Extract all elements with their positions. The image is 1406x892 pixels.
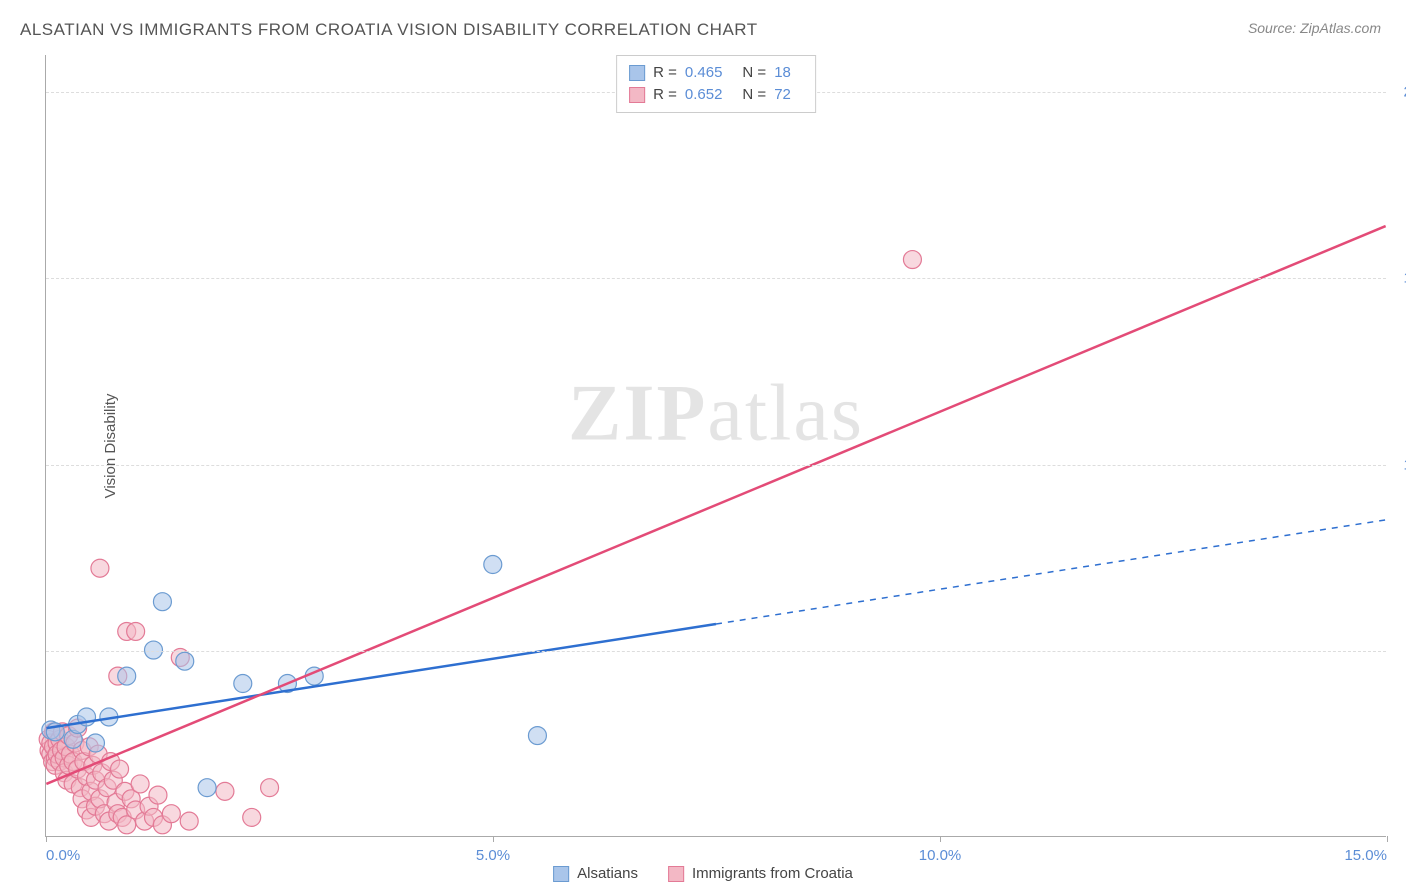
bottom-legend-alsatians: Alsatians xyxy=(553,865,638,882)
top-legend: R = 0.465 N = 18 R = 0.652 N = 72 xyxy=(616,55,816,113)
data-point-croatia xyxy=(903,251,921,269)
data-point-croatia xyxy=(127,622,145,640)
bottom-swatch-alsatians xyxy=(553,866,569,882)
x-tick-mark xyxy=(46,836,47,842)
bottom-label-croatia: Immigrants from Croatia xyxy=(692,865,853,882)
bottom-legend-croatia: Immigrants from Croatia xyxy=(668,865,853,882)
grid-line xyxy=(46,465,1386,466)
legend-n-label: N = xyxy=(742,84,766,106)
legend-swatch-alsatians xyxy=(629,65,645,81)
grid-line xyxy=(46,651,1386,652)
data-point-alsatians xyxy=(234,675,252,693)
legend-n-value-croatia: 72 xyxy=(774,84,791,106)
legend-r-value-croatia: 0.652 xyxy=(685,84,723,106)
data-point-croatia xyxy=(111,760,129,778)
data-point-croatia xyxy=(243,808,261,826)
data-point-alsatians xyxy=(528,727,546,745)
data-point-croatia xyxy=(149,786,167,804)
legend-r-value-alsatians: 0.465 xyxy=(685,62,723,84)
chart-area: Vision Disability R = 0.465 N = 18 R = 0… xyxy=(45,55,1386,837)
data-point-alsatians xyxy=(176,652,194,670)
x-tick-label: 10.0% xyxy=(919,847,962,864)
x-tick-label: 15.0% xyxy=(1344,847,1387,864)
x-tick-mark xyxy=(1387,836,1388,842)
data-point-croatia xyxy=(131,775,149,793)
legend-n-label: N = xyxy=(742,62,766,84)
data-point-croatia xyxy=(91,559,109,577)
x-tick-mark xyxy=(940,836,941,842)
data-point-croatia xyxy=(261,779,279,797)
regression-line-alsatians xyxy=(46,624,716,728)
legend-n-value-alsatians: 18 xyxy=(774,62,791,84)
data-point-croatia xyxy=(216,782,234,800)
legend-r-label: R = xyxy=(653,84,677,106)
page-title: ALSATIAN VS IMMIGRANTS FROM CROATIA VISI… xyxy=(20,20,758,40)
legend-row-croatia: R = 0.652 N = 72 xyxy=(629,84,803,106)
data-point-alsatians xyxy=(153,593,171,611)
data-point-alsatians xyxy=(86,734,104,752)
grid-line xyxy=(46,278,1386,279)
bottom-swatch-croatia xyxy=(668,866,684,882)
data-point-alsatians xyxy=(484,556,502,574)
bottom-legend: Alsatians Immigrants from Croatia xyxy=(553,865,853,882)
regression-line-dash-alsatians xyxy=(716,520,1386,624)
data-point-croatia xyxy=(180,812,198,830)
source-text: Source: ZipAtlas.com xyxy=(1248,20,1381,36)
data-point-alsatians xyxy=(198,779,216,797)
x-tick-mark xyxy=(493,836,494,842)
legend-swatch-croatia xyxy=(629,87,645,103)
x-tick-label: 5.0% xyxy=(476,847,510,864)
x-tick-label: 0.0% xyxy=(46,847,80,864)
chart-svg xyxy=(46,55,1386,836)
data-point-alsatians xyxy=(118,667,136,685)
regression-line-croatia xyxy=(46,226,1385,784)
legend-r-label: R = xyxy=(653,62,677,84)
bottom-label-alsatians: Alsatians xyxy=(577,865,638,882)
data-point-croatia xyxy=(162,805,180,823)
legend-row-alsatians: R = 0.465 N = 18 xyxy=(629,62,803,84)
